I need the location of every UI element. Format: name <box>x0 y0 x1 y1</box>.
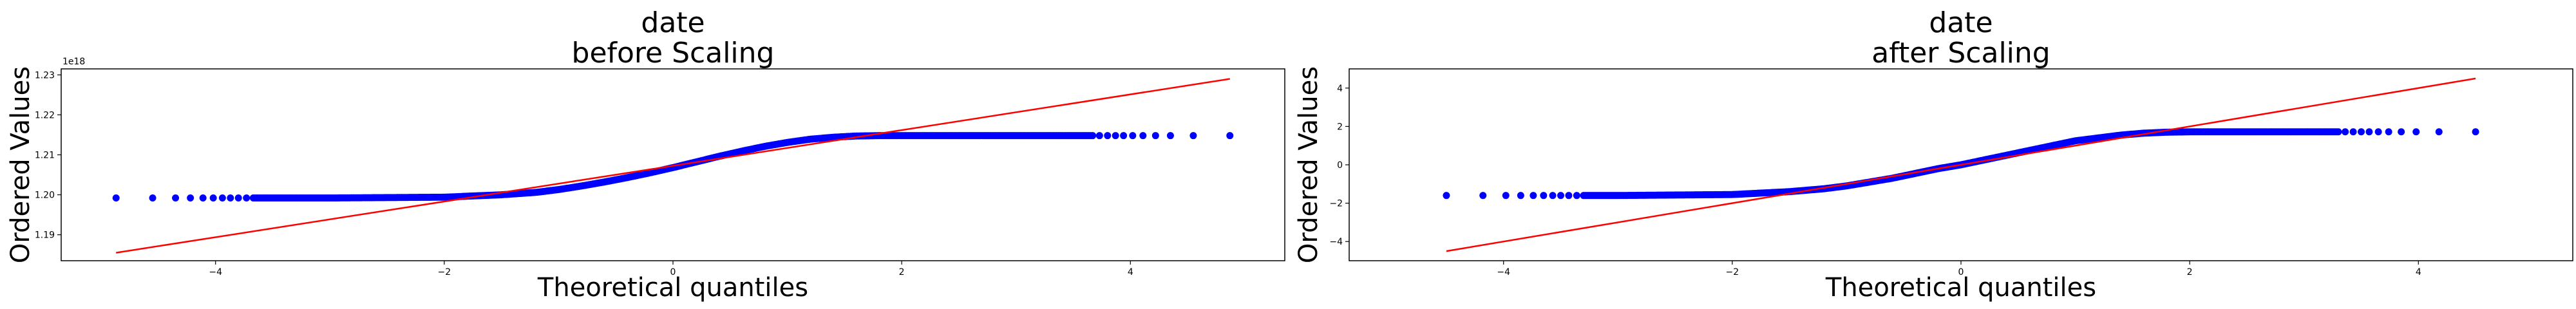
data-point <box>2357 128 2365 136</box>
y-tick-label: 1.22 <box>35 110 55 120</box>
x-axis-label: Theoretical quantiles <box>537 273 808 303</box>
panel-title-line2: before Scaling <box>572 37 775 70</box>
x-tick-label: 4 <box>2416 267 2421 277</box>
y-tick-label: −4 <box>1329 237 1343 247</box>
data-point <box>209 194 217 202</box>
panel-title-line1: date <box>641 6 705 39</box>
y-tick-label: 1.19 <box>35 230 55 241</box>
data-point <box>1530 192 1537 200</box>
data-point <box>2334 128 2342 136</box>
y-axis-label: Ordered Values <box>1294 66 1323 263</box>
fit-line <box>1446 77 2476 252</box>
data-point <box>199 194 207 202</box>
x-tick-label: −2 <box>438 267 451 277</box>
data-point <box>227 194 234 202</box>
data-point <box>1112 132 1119 140</box>
x-ticks: −4 −2 0 2 4 <box>209 261 1133 277</box>
y-tick-label: 4 <box>1337 84 1343 94</box>
y-ticks: −4 −2 0 2 4 <box>1329 84 1349 247</box>
x-tick-label: −2 <box>1726 267 1739 277</box>
data-point <box>1443 192 1450 200</box>
y-tick-label: 1.21 <box>35 150 55 160</box>
data-point <box>2349 128 2357 136</box>
data-point <box>1166 132 1174 140</box>
y-tick-label: 2 <box>1337 122 1343 132</box>
data-point <box>1095 132 1103 140</box>
data-point <box>218 194 226 202</box>
data-point <box>243 194 251 202</box>
fit-line-segment <box>116 78 1230 254</box>
y-tick-label: 0 <box>1337 160 1343 171</box>
data-point <box>1139 132 1147 140</box>
data-point <box>2412 128 2420 136</box>
data-point <box>1557 192 1565 200</box>
data-point <box>1089 132 1097 140</box>
data-point <box>1129 132 1137 140</box>
data-point <box>1226 132 1234 140</box>
data-point <box>1517 192 1524 200</box>
fit-line <box>116 78 1230 254</box>
data-point <box>1573 192 1580 200</box>
data-point <box>149 194 156 202</box>
data-point <box>187 194 194 202</box>
x-tick-label: 4 <box>1128 267 1133 277</box>
y-axis-label: Ordered Values <box>6 66 35 263</box>
x-tick-label: −4 <box>209 267 222 277</box>
data-point <box>1549 192 1557 200</box>
y-ticks: 1.19 1.20 1.21 1.22 1.23 <box>35 70 61 241</box>
data-point <box>1479 192 1487 200</box>
data-point <box>234 194 242 202</box>
qq-panel-after-scaling: date after Scaling Ordered Values Theore… <box>1294 6 2573 303</box>
x-axis-label: Theoretical quantiles <box>1825 273 2096 303</box>
x-tick-label: −4 <box>1497 267 1510 277</box>
data-point <box>2385 128 2392 136</box>
data-point <box>1104 132 1112 140</box>
x-tick-label: 2 <box>899 267 905 277</box>
fit-line-segment <box>1446 77 2476 252</box>
data-point <box>1120 132 1128 140</box>
data-point <box>1565 192 1573 200</box>
data-point <box>2374 128 2382 136</box>
x-tick-label: 0 <box>670 267 676 277</box>
data-points <box>1443 128 2479 200</box>
data-point <box>2435 128 2443 136</box>
x-ticks: −4 −2 0 2 4 <box>1497 261 2421 277</box>
y-tick-label: 1.20 <box>35 191 55 201</box>
y-offset-label: 1e18 <box>62 57 85 67</box>
data-point <box>2472 128 2479 136</box>
data-point <box>2342 128 2349 136</box>
y-tick-label: −2 <box>1329 199 1343 209</box>
data-point <box>1502 192 1510 200</box>
x-tick-label: 2 <box>2187 267 2193 277</box>
data-point <box>2398 128 2405 136</box>
data-point <box>1540 192 1548 200</box>
data-point <box>172 194 180 202</box>
data-point <box>1151 132 1159 140</box>
data-point <box>2365 128 2373 136</box>
x-tick-label: 0 <box>1958 267 1964 277</box>
panel-title-line1: date <box>1929 6 1993 39</box>
y-tick-label: 1.23 <box>35 70 55 80</box>
panel-title-line2: after Scaling <box>1871 37 2050 70</box>
data-point <box>1189 132 1197 140</box>
qq-panel-before-scaling: date before Scaling 1e18 Ordered Values … <box>6 6 1285 303</box>
data-point <box>112 194 120 202</box>
data-points <box>112 132 1234 202</box>
